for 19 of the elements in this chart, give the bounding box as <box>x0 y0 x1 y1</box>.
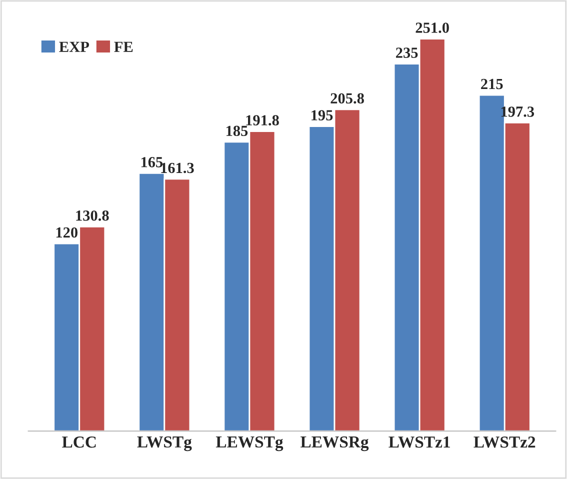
data-label: 191.8 <box>246 115 279 126</box>
x-tick-label: LCC <box>62 436 96 448</box>
data-label: 161.3 <box>161 162 194 174</box>
data-label: 251.0 <box>416 22 449 33</box>
x-tick-label: LWSTg <box>137 436 192 452</box>
data-label: 120 <box>56 227 78 238</box>
data-label: 165 <box>141 157 163 168</box>
data-label: 185 <box>226 126 248 136</box>
data-label: 130.8 <box>76 210 109 221</box>
x-tick-label: LEWSTg <box>216 436 284 452</box>
data-label: 205.8 <box>330 93 364 104</box>
x-tick-label: LWSTz2 <box>474 436 536 448</box>
data-label: 215 <box>481 78 503 90</box>
data-label: 195 <box>312 110 333 120</box>
x-tick-label: LEWSRg <box>300 436 369 452</box>
x-tick-label: LWSTz1 <box>388 436 450 448</box>
legend-label: FE <box>114 42 133 52</box>
legend-label: EXP <box>59 42 90 52</box>
data-label: 235 <box>396 48 418 58</box>
